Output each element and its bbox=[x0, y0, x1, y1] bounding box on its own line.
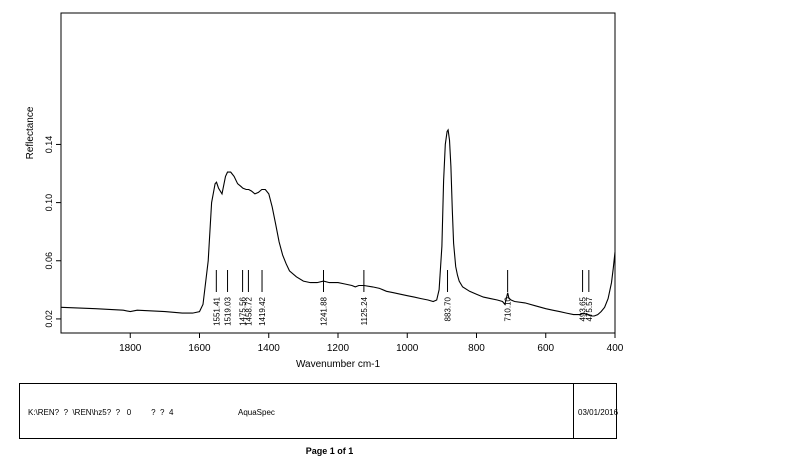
y-tick-label: 0.14 bbox=[44, 136, 54, 154]
x-tick-label: 600 bbox=[537, 343, 554, 354]
peak-label: 1551.41 bbox=[212, 296, 221, 325]
x-tick-label: 1200 bbox=[327, 343, 350, 354]
x-tick-label: 1800 bbox=[119, 343, 142, 354]
spectrum-line bbox=[60, 128, 616, 317]
date-text: 03/01/2016 bbox=[578, 408, 619, 417]
plot-frame bbox=[60, 12, 616, 334]
y-tick-label: 0.10 bbox=[44, 194, 54, 212]
peak-label: 1458.72 bbox=[244, 296, 253, 325]
y-axis-label: Reflectance bbox=[25, 106, 36, 159]
spectrum-chart: 0.02 0.06 0.10 0.14 1800 1600 1400 1200 1000 800… bbox=[25, 12, 624, 370]
peak-label: 475.57 bbox=[585, 296, 594, 321]
x-tick-label: 400 bbox=[607, 343, 624, 354]
y-tick-label: 0.02 bbox=[44, 310, 54, 328]
peak-label: 1125.24 bbox=[360, 296, 369, 325]
footer-divider bbox=[573, 384, 574, 438]
y-axis: 0.02 0.06 0.10 0.14 bbox=[44, 136, 61, 328]
y-tick-label: 0.06 bbox=[44, 252, 54, 270]
peak-label: 1475.56 bbox=[239, 296, 248, 325]
peak-label: 710.10 bbox=[504, 296, 513, 321]
peak-label: 1519.03 bbox=[224, 296, 233, 325]
x-axis: 1800 1600 1400 1200 1000 800 600 400 bbox=[119, 333, 624, 354]
software-name: AquaSpec bbox=[238, 408, 275, 417]
x-tick-label: 1400 bbox=[258, 343, 281, 354]
x-axis-label: Wavenumber cm-1 bbox=[296, 359, 381, 370]
footer-info-box: K:\REN? ? \REN\hz5? ? 0 ? ? 4 AquaSpec 0… bbox=[19, 383, 619, 439]
peak-label: 883.70 bbox=[444, 296, 453, 321]
file-path-text: K:\REN? ? \REN\hz5? ? 0 ? ? 4 bbox=[28, 408, 174, 417]
peak-label: 493.65 bbox=[579, 296, 588, 321]
x-tick-label: 1000 bbox=[396, 343, 419, 354]
x-tick-label: 1600 bbox=[188, 343, 211, 354]
x-tick-label: 800 bbox=[468, 343, 485, 354]
peak-label: 1241.88 bbox=[319, 296, 328, 325]
page-indicator: Page 1 of 1 bbox=[305, 446, 354, 456]
peak-label: 1419.42 bbox=[258, 296, 267, 325]
